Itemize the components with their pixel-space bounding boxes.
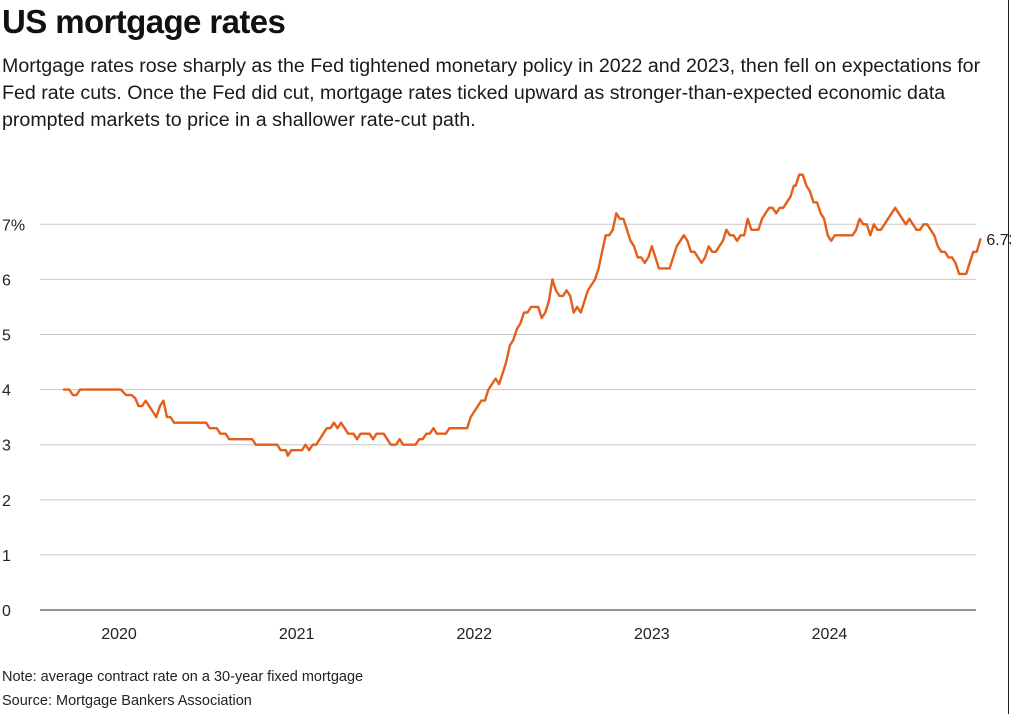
series-layer xyxy=(62,173,982,457)
x-tick-label: 2023 xyxy=(634,626,670,643)
x-tick-label: 2020 xyxy=(101,626,137,643)
y-tick-label: 6 xyxy=(2,272,11,289)
x-tick-label: 2021 xyxy=(279,626,315,643)
y-tick-label: 4 xyxy=(2,383,11,400)
chart-source: Source: Mortgage Bankers Association xyxy=(2,693,252,709)
end-value-label: 6.73 xyxy=(986,232,1011,249)
chart-title: US mortgage rates xyxy=(2,3,286,40)
y-tick-label: 1 xyxy=(2,548,11,565)
frame-right-edge xyxy=(1008,0,1009,714)
end-label-layer: 6.73 xyxy=(986,232,1011,249)
y-tick-label: 5 xyxy=(2,328,11,345)
y-tick-label: 3 xyxy=(2,438,11,455)
y-tick-label: 0 xyxy=(2,603,11,620)
chart-subtitle: Mortgage rates rose sharply as the Fed t… xyxy=(2,55,981,131)
chart-note: Note: average contract rate on a 30-year… xyxy=(2,669,364,685)
x-tick-label: 2022 xyxy=(456,626,492,643)
y-tick-label: 7% xyxy=(2,217,25,234)
y-axis-tick-labels: 0 1 2 3 4 5 6 7% xyxy=(2,217,25,620)
y-tick-label: 2 xyxy=(2,493,11,510)
mortgage-rate-chart: 0 1 2 3 4 5 6 7% 2020 2021 2022 2023 2024 6.73 xyxy=(2,173,1011,643)
x-axis: 2020 2021 2022 2023 2024 xyxy=(40,609,976,643)
x-tick-label: 2024 xyxy=(812,626,848,643)
series-line-mortgage-rate xyxy=(62,173,982,457)
gridlines xyxy=(40,223,976,556)
